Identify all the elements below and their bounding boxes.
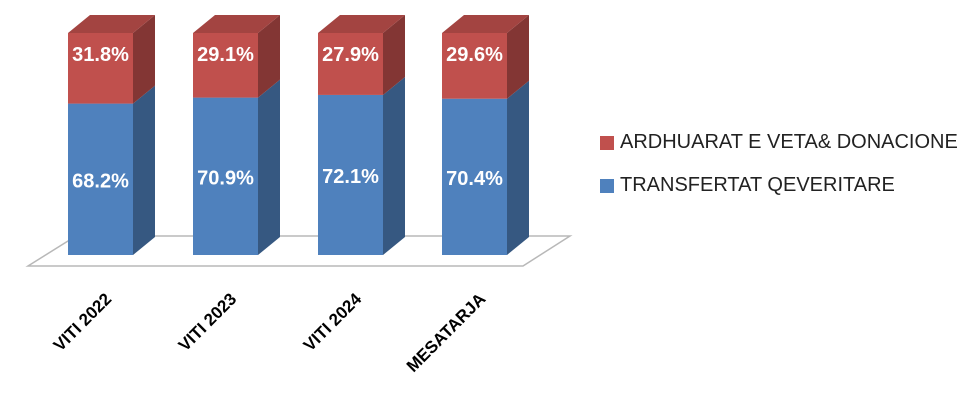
bar-segment-transfertat (193, 79, 280, 256)
chart-floor (25, 235, 573, 267)
bar-segment-ardhuarat (193, 15, 280, 98)
x-tick-label: VITI 2024 (300, 289, 366, 355)
bar-front (193, 97, 258, 256)
bar-top (68, 15, 155, 33)
bar-front (318, 94, 383, 255)
bar-side (507, 15, 529, 99)
bar-side (507, 80, 529, 255)
bar-side (133, 15, 155, 104)
x-tick-label: VITI 2022 (50, 289, 116, 355)
bar-front (442, 33, 507, 99)
bar-segment-transfertat (442, 80, 529, 255)
bar-front (193, 33, 258, 98)
data-label: 29.1% (197, 44, 254, 66)
bar-front (68, 103, 133, 255)
legend-swatch (600, 136, 614, 150)
bar-segment-ardhuarat (442, 15, 529, 99)
data-label: 70.4% (446, 168, 503, 190)
data-label: 29.6% (446, 44, 503, 66)
legend-swatch (600, 179, 614, 193)
data-label: 72.1% (322, 166, 379, 188)
bar-segment-ardhuarat (318, 15, 405, 95)
legend-label: TRANSFERTAT QEVERITARE (620, 174, 895, 196)
data-label: 31.8% (72, 44, 129, 66)
bar-segment-ardhuarat (68, 15, 155, 104)
bar-side (383, 15, 405, 95)
legend-label: ARDHUARAT E VETA& DONACIONE (620, 131, 958, 153)
bar-top (442, 15, 529, 33)
data-label: 68.2% (72, 170, 129, 192)
bar-segment-transfertat (68, 85, 155, 255)
bar-top (318, 15, 405, 33)
data-label: 70.9% (197, 167, 254, 189)
legend-item-transfertat: TRANSFERTAT QEVERITARE (600, 171, 960, 200)
bar-front (442, 98, 507, 255)
bar-side (383, 76, 405, 255)
bar-side (258, 79, 280, 256)
bar-side (133, 85, 155, 255)
legend-item-ardhuarat: ARDHUARAT E VETA& DONACIONE (600, 128, 960, 157)
bar-top (193, 15, 280, 33)
data-label: 27.9% (322, 44, 379, 66)
bar-front (318, 33, 383, 95)
bar-side (258, 15, 280, 98)
bar-segment-transfertat (318, 76, 405, 255)
bar-front (68, 33, 133, 104)
x-tick-label: MESATARJA (403, 289, 489, 375)
x-tick-label: VITI 2023 (175, 289, 241, 355)
legend: ARDHUARAT E VETA& DONACIONE TRANSFERTAT … (600, 128, 960, 200)
